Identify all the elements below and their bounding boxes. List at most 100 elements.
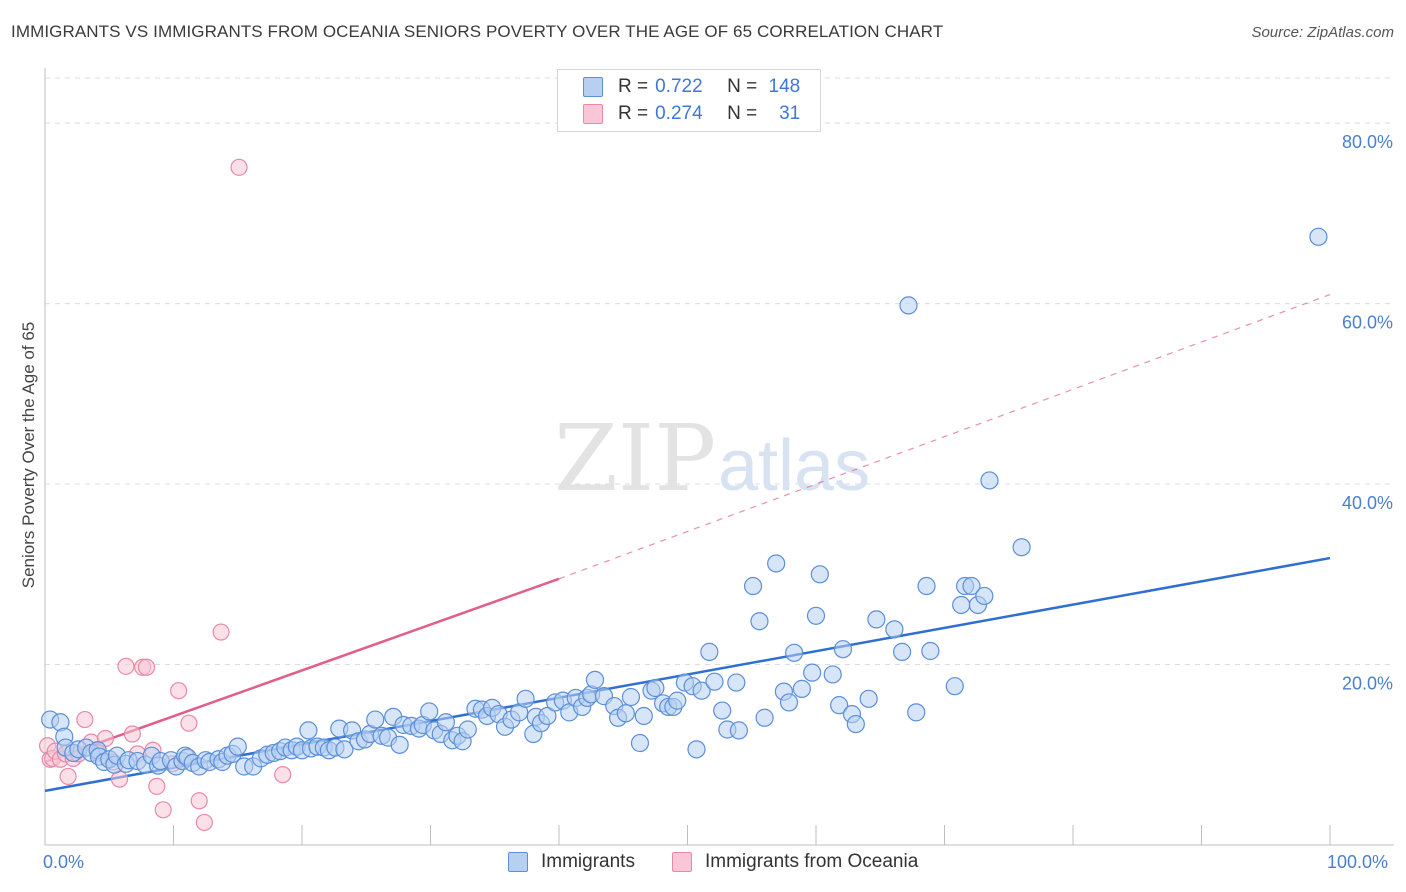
point-immigrants [646, 678, 665, 698]
trend-lines [44, 294, 1331, 793]
point-immigrants [892, 642, 912, 661]
point-immigrants [727, 673, 746, 692]
series-legend-immigrants: Immigrants [508, 851, 635, 873]
y-tick-label: 40.0% [1342, 493, 1393, 513]
point-immigrants [899, 296, 918, 315]
point-immigrants [885, 620, 904, 639]
point-immigrants [390, 735, 409, 754]
legend-n-value-oceania: 31 [779, 103, 801, 124]
point-immigrants [1309, 227, 1328, 246]
point-immigrants [516, 689, 535, 708]
series-swatch-immigrants [508, 852, 528, 872]
legend-swatch-immigrants [583, 77, 603, 97]
x-tick-max: 100.0% [1327, 852, 1389, 872]
point-oceania [137, 658, 156, 676]
point-immigrants [867, 610, 886, 629]
watermark: ZIP atlas [554, 405, 870, 512]
point-oceania [117, 657, 135, 675]
point-immigrants [729, 721, 749, 740]
point-immigrants [792, 679, 811, 698]
point-immigrants [779, 693, 799, 712]
series-legend-oceania: Immigrants from Oceania [672, 851, 918, 873]
point-immigrants [975, 586, 994, 606]
point-immigrants [859, 689, 878, 708]
point-oceania [59, 767, 77, 786]
point-immigrants [980, 471, 999, 490]
point-immigrants [952, 595, 971, 615]
point-immigrants [634, 706, 653, 726]
point-immigrants [743, 576, 763, 596]
point-immigrants [803, 663, 822, 682]
point-immigrants [687, 740, 706, 759]
watermark-zip: ZIP [554, 405, 716, 512]
point-oceania [76, 710, 94, 729]
legend-n-label: N = [727, 103, 758, 124]
series-name-immigrants: Immigrants [541, 851, 635, 872]
point-immigrants [755, 708, 774, 727]
point-immigrants [458, 720, 477, 739]
legend-r-label: R = [618, 76, 649, 97]
point-oceania [180, 714, 198, 732]
point-oceania [190, 792, 208, 810]
point-immigrants [585, 670, 605, 689]
legend-row-immigrants: R = 0.722 N = 148 [583, 75, 800, 99]
chart-title: IMMIGRANTS VS IMMIGRANTS FROM OCEANIA SE… [11, 22, 944, 41]
source-label: Source: ZipAtlas.com [1251, 24, 1394, 41]
point-immigrants [700, 642, 719, 661]
point-immigrants [630, 733, 650, 753]
trend-line-oceania-extension [558, 294, 1331, 580]
legend-r-label: R = [618, 103, 649, 124]
point-immigrants [538, 706, 557, 726]
correlation-legend: R = 0.722 N = 148 R = 0.274 N = 31 [557, 69, 821, 132]
point-immigrants [713, 701, 732, 720]
series-legend: Immigrants Immigrants from Oceania [0, 851, 1406, 877]
point-immigrants [668, 691, 687, 710]
point-immigrants [621, 687, 641, 707]
point-immigrants [823, 665, 842, 684]
point-immigrants [705, 672, 724, 691]
point-immigrants [830, 696, 849, 715]
legend-r-value-oceania: 0.274 [655, 103, 703, 124]
immigrants-points [41, 227, 1328, 776]
y-tick-label: 20.0% [1342, 674, 1393, 694]
point-oceania [123, 725, 141, 743]
y-axis-label: Seniors Poverty Over the Age of 65 [19, 322, 38, 588]
series-swatch-oceania [672, 852, 692, 872]
legend-r-value-immigrants: 0.722 [655, 76, 703, 97]
point-oceania [154, 801, 172, 819]
point-immigrants [917, 576, 936, 596]
point-immigrants [299, 721, 318, 740]
point-immigrants [366, 710, 385, 729]
point-oceania [195, 813, 213, 832]
point-immigrants [806, 606, 826, 625]
point-oceania [170, 682, 188, 700]
legend-n-label: N = [727, 76, 758, 97]
series-name-oceania: Immigrants from Oceania [705, 851, 919, 872]
point-immigrants [810, 565, 829, 584]
y-tick-label: 80.0% [1342, 132, 1393, 152]
point-immigrants [335, 740, 354, 759]
point-immigrants [846, 714, 865, 734]
legend-swatch-oceania [583, 104, 603, 124]
point-immigrants [962, 576, 981, 596]
point-oceania [212, 623, 230, 641]
point-immigrants [420, 702, 439, 721]
point-immigrants [436, 713, 456, 732]
point-oceania [230, 158, 248, 176]
point-immigrants [616, 704, 635, 723]
point-immigrants [921, 641, 940, 661]
legend-n-value-immigrants: 148 [768, 76, 801, 97]
point-immigrants [907, 703, 926, 722]
point-immigrants [750, 612, 769, 631]
oceania-points [38, 158, 292, 832]
point-immigrants [785, 643, 804, 662]
point-immigrants [1012, 538, 1031, 557]
point-immigrants [228, 737, 247, 756]
point-immigrants [692, 681, 711, 700]
y-tick-labels: 20.0% 40.0% 60.0% 80.0% [1342, 132, 1393, 693]
point-oceania [148, 777, 166, 795]
watermark-atlas: atlas [718, 426, 870, 506]
point-immigrants [767, 554, 786, 573]
point-immigrants [945, 677, 964, 696]
